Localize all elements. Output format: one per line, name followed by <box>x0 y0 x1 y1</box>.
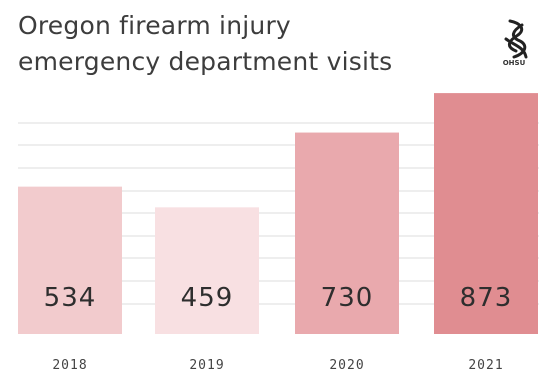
bars <box>18 93 538 334</box>
data-label-2019: 459 <box>181 283 234 313</box>
ohsu-logo-text: OHSU <box>502 59 526 67</box>
chart-title: Oregon firearm injury emergency departme… <box>18 8 458 80</box>
bar-2018 <box>18 186 122 334</box>
data-label-2021: 873 <box>460 283 513 313</box>
bar-2021 <box>434 93 538 334</box>
title-line-1: Oregon firearm injury <box>18 11 291 40</box>
x-tick-label-2019: 2019 <box>189 358 224 373</box>
x-axis-tick-labels: 2018 2019 2020 2021 <box>52 358 503 373</box>
data-label-2020: 730 <box>321 283 374 313</box>
bar-2020 <box>295 132 399 334</box>
x-tick-label-2018: 2018 <box>52 358 87 373</box>
x-tick-label-2020: 2020 <box>329 358 364 373</box>
title-line-2: emergency department visits <box>18 47 393 76</box>
bar-2019 <box>155 207 259 334</box>
value-labels: 534 459 730 873 <box>44 283 513 313</box>
data-label-2018: 534 <box>44 283 97 313</box>
x-tick-label-2021: 2021 <box>468 358 503 373</box>
ohsu-logo-icon <box>504 19 528 59</box>
